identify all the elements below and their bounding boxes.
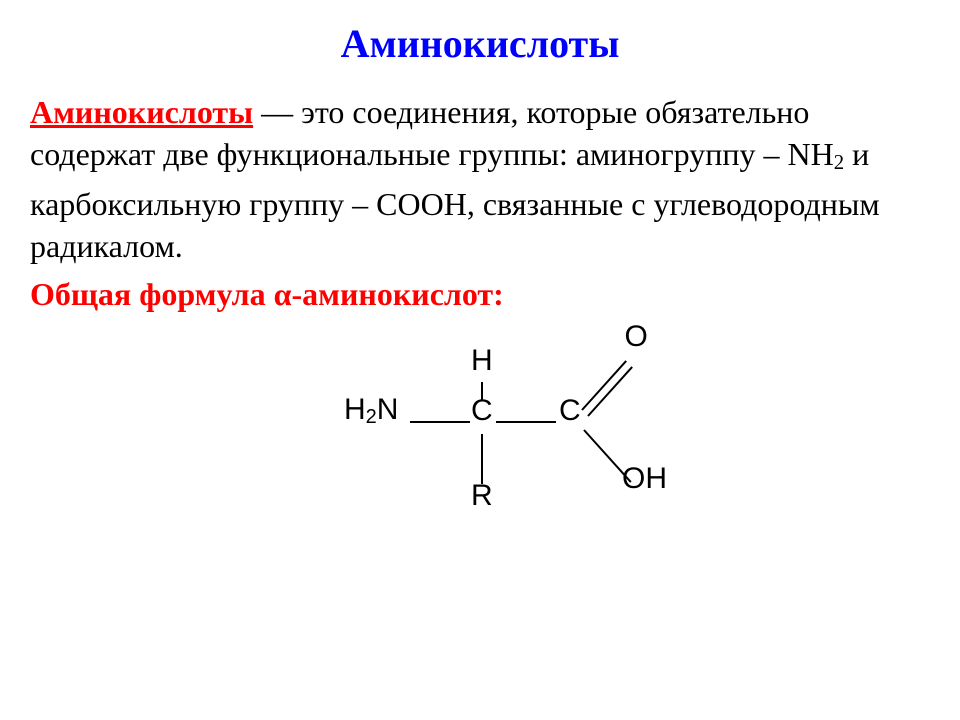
- slide-title: Аминокислоты: [30, 20, 930, 67]
- structural-formula: H2NCHRCOOH: [270, 321, 690, 521]
- bond-1: [496, 421, 556, 423]
- atom-H_top: H: [471, 344, 493, 378]
- atom-H2N: H2N: [344, 393, 398, 429]
- bond-5: [587, 367, 633, 417]
- atom-O_top: O: [625, 320, 648, 354]
- definition-paragraph-2: карбоксильную группу – СООН, связанные с…: [30, 183, 930, 267]
- bond-3: [481, 434, 483, 484]
- definition-paragraph-1: Аминокислоты — это соединения, которые о…: [30, 91, 930, 177]
- definition-sub-1: 2: [834, 151, 844, 174]
- atom-C1: C: [471, 394, 493, 428]
- term-amino-acids: Аминокислоты: [30, 94, 253, 130]
- atom-R: R: [471, 479, 493, 513]
- formula-label: Общая формула α-аминокислот:: [30, 273, 930, 315]
- bond-4: [581, 361, 627, 411]
- bond-0: [410, 421, 470, 423]
- slide: Аминокислоты Аминокислоты — это соединен…: [0, 0, 960, 720]
- atom-OH: OH: [622, 462, 667, 496]
- definition-text-2: и: [844, 136, 869, 172]
- atom-C2: C: [559, 394, 581, 428]
